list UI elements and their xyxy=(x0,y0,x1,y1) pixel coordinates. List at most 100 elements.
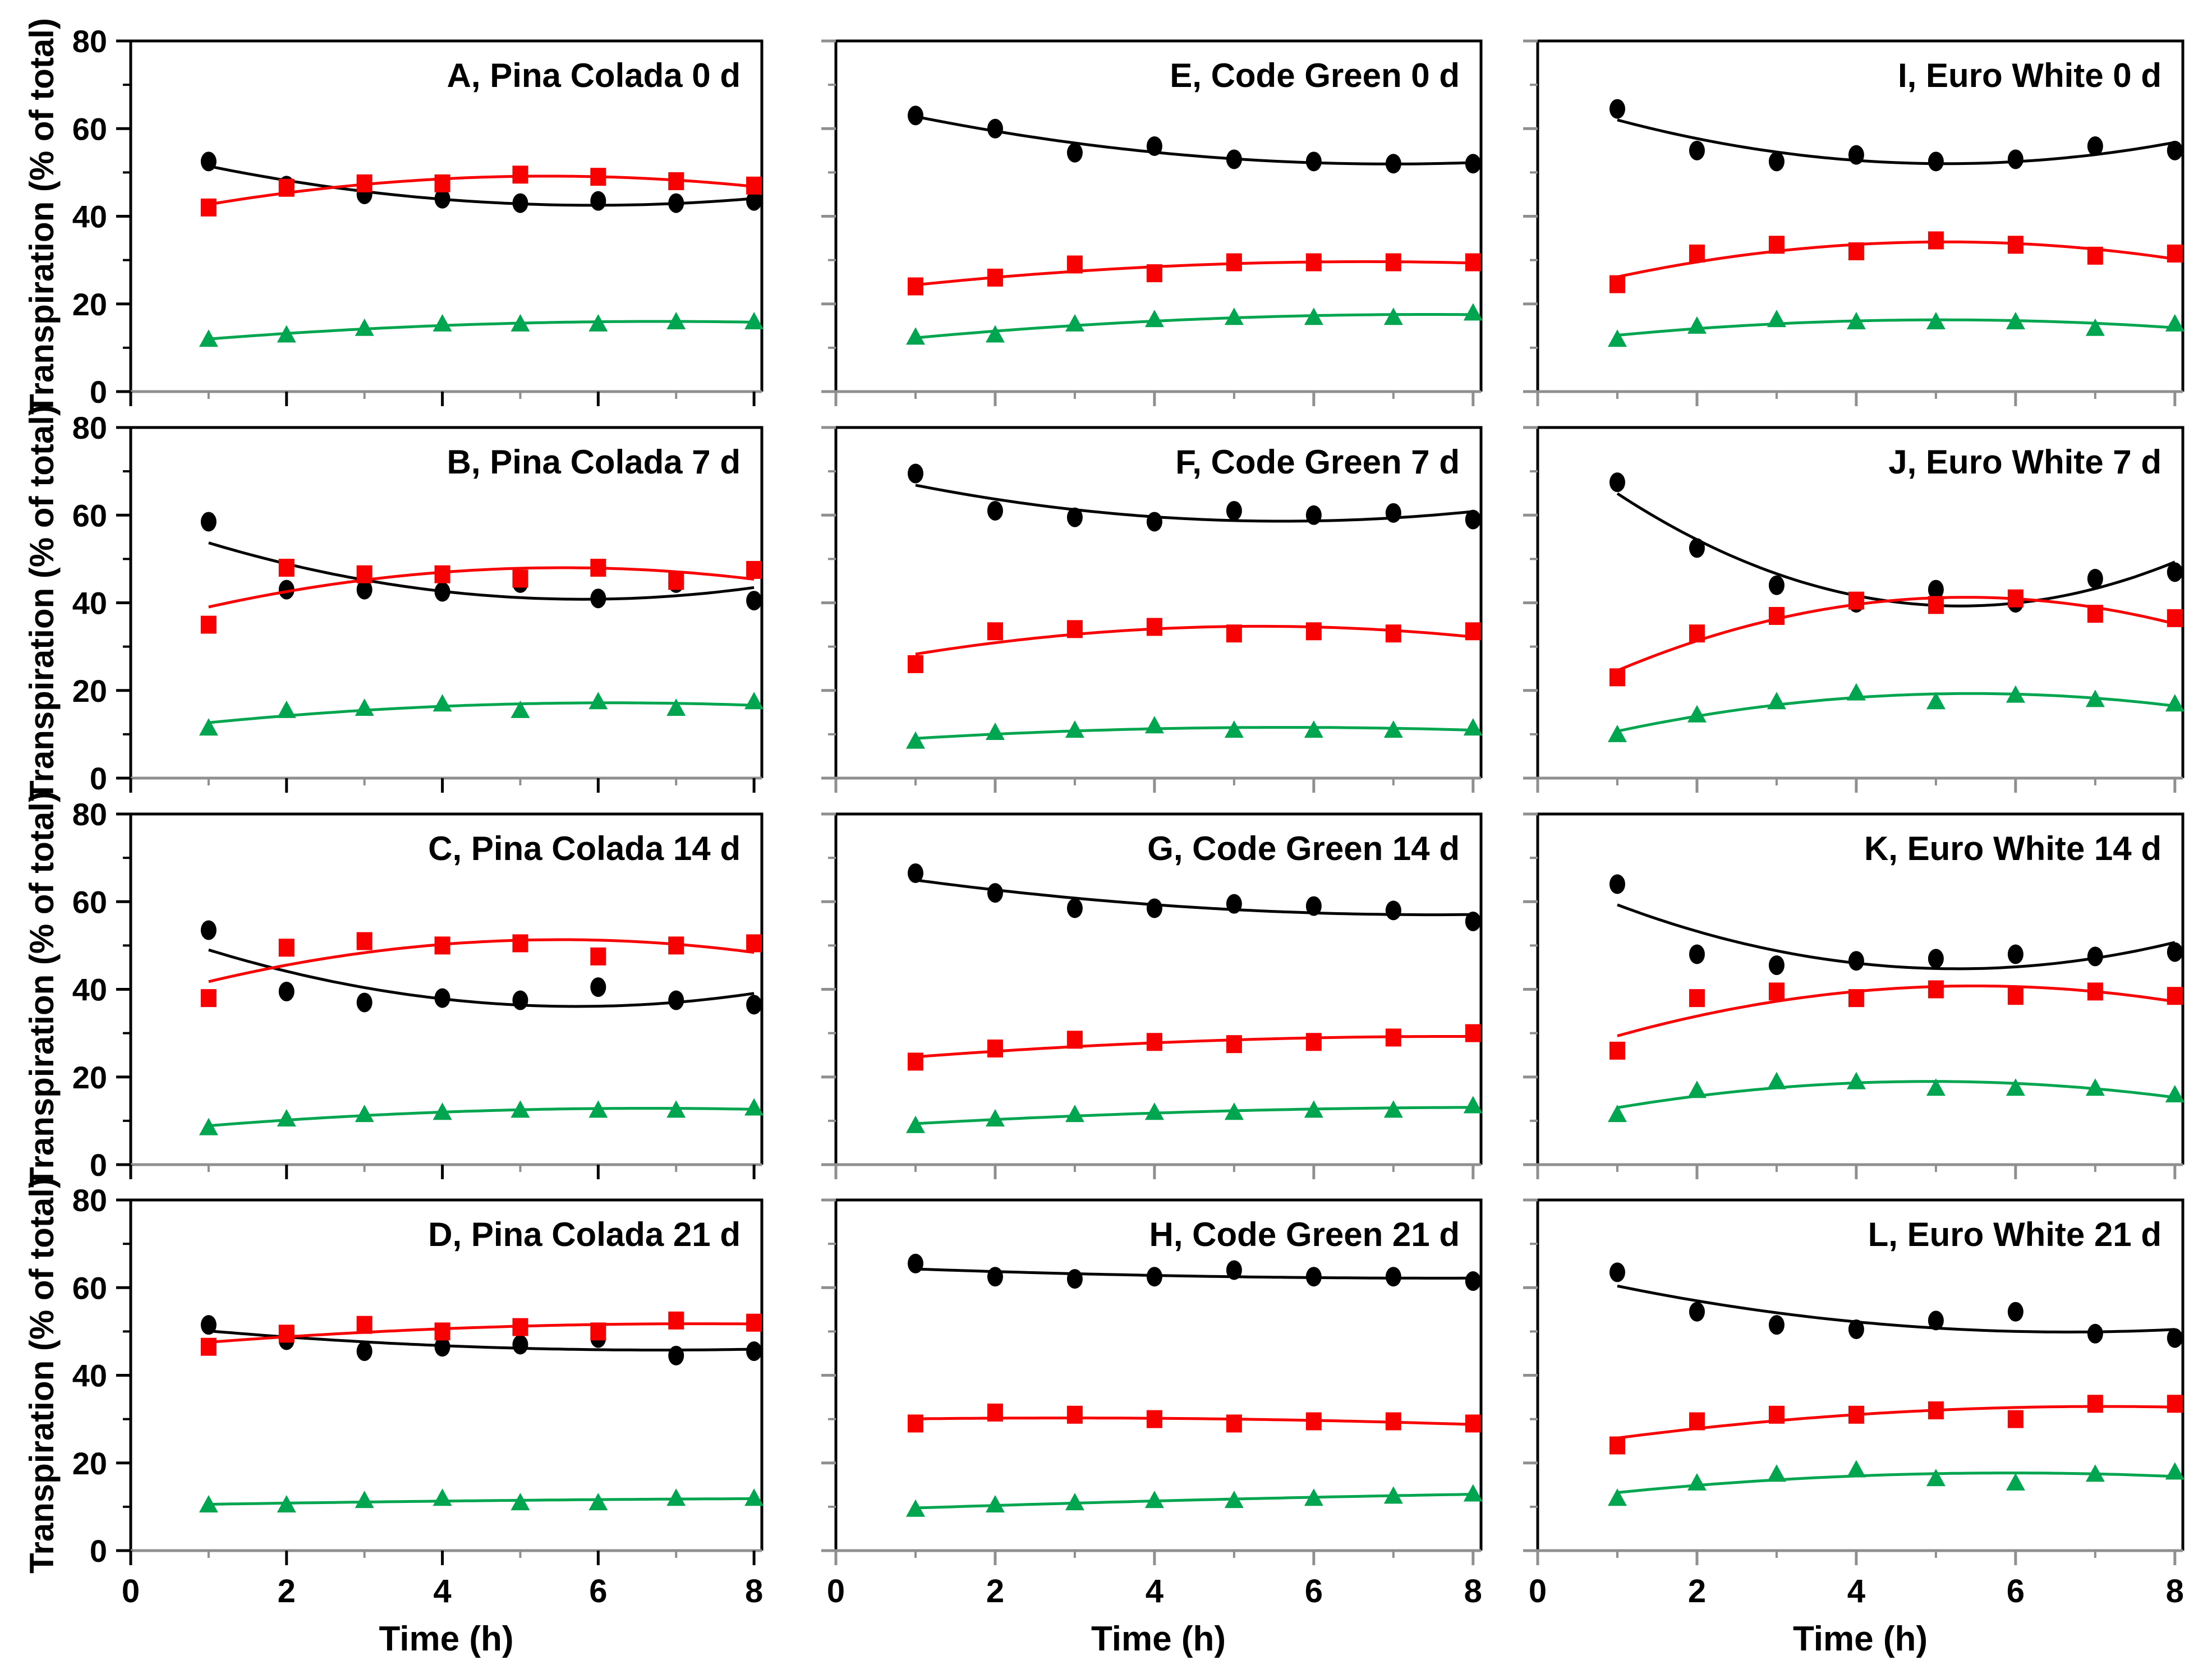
data-point-green-triangle xyxy=(1767,1072,1786,1089)
black-circle-fit-line xyxy=(208,164,755,207)
y-tick-label: 20 xyxy=(72,1060,107,1095)
y-tick-label: 40 xyxy=(72,586,107,621)
y-axis-label: Transpiration (% of total) xyxy=(23,1177,61,1574)
data-point-red-square xyxy=(1928,980,1944,999)
data-point-green-triangle xyxy=(1224,1491,1244,1509)
data-point-green-triangle xyxy=(1144,310,1164,328)
data-point-red-square xyxy=(200,989,217,1008)
black-circle-fit-line xyxy=(915,1267,1473,1280)
y-tick-label: 20 xyxy=(72,673,107,709)
data-point-black-circle xyxy=(746,995,762,1015)
black-circle-fit-line xyxy=(1617,1284,2175,1333)
x-tick-label: 8 xyxy=(2166,1573,2184,1610)
data-point-black-circle xyxy=(668,990,684,1010)
data-point-black-circle xyxy=(356,580,373,600)
data-point-green-triangle xyxy=(199,329,218,347)
panel-F: F, Code Green 7 d xyxy=(821,426,1483,793)
data-point-black-circle xyxy=(987,500,1003,521)
data-point-black-circle xyxy=(1768,955,1785,976)
data-point-green-triangle xyxy=(1224,307,1244,325)
data-point-black-circle xyxy=(1609,1262,1625,1282)
data-point-red-square xyxy=(434,1322,450,1341)
data-point-green-triangle xyxy=(588,1493,608,1511)
data-point-green-triangle xyxy=(666,698,686,716)
data-point-red-square xyxy=(1768,606,1785,625)
y-tick-label: 60 xyxy=(72,1270,107,1305)
data-point-red-square xyxy=(1226,624,1242,643)
data-point-red-square xyxy=(1609,1436,1625,1455)
data-point-green-triangle xyxy=(2006,1078,2025,1096)
data-point-black-circle xyxy=(512,990,528,1010)
y-tick-label: 0 xyxy=(90,761,107,796)
data-point-red-square xyxy=(987,1403,1003,1422)
data-point-green-triangle xyxy=(905,1499,925,1517)
black-circle-fit-line xyxy=(915,879,1473,917)
data-point-green-triangle xyxy=(1144,1491,1164,1509)
data-point-red-square xyxy=(512,934,528,953)
data-point-red-square xyxy=(1385,624,1401,643)
data-point-green-triangle xyxy=(355,318,374,336)
data-point-green-triangle xyxy=(744,692,764,710)
data-point-red-square xyxy=(2007,1410,2024,1428)
data-point-red-square xyxy=(2087,982,2103,1001)
red-square-fit-line xyxy=(1617,596,2176,672)
data-point-red-square xyxy=(434,174,450,192)
data-point-red-square xyxy=(1689,1412,1705,1431)
panel-L: 0 2 4 6 8 Time (h) L, Euro White 21 d xyxy=(1523,1198,2185,1658)
x-tick-label: 8 xyxy=(745,1573,763,1610)
data-point-red-square xyxy=(907,1414,923,1433)
data-point-red-square xyxy=(1768,236,1785,254)
data-point-red-square xyxy=(2087,1395,2103,1413)
data-point-red-square xyxy=(1226,1035,1242,1054)
data-point-black-circle xyxy=(907,463,923,484)
data-point-red-square xyxy=(746,176,762,195)
red-square-fit-line xyxy=(1617,985,2176,1037)
y-tick-label: 20 xyxy=(72,287,107,322)
data-point-green-triangle xyxy=(2085,318,2105,336)
data-point-red-square xyxy=(1465,1024,1481,1042)
data-point-red-square xyxy=(2087,605,2103,623)
green-triangle-fit-line xyxy=(1617,1080,2176,1109)
data-point-red-square xyxy=(746,560,762,579)
data-point-black-circle xyxy=(1465,1271,1481,1291)
y-tick-label: 60 xyxy=(72,498,107,533)
data-point-red-square xyxy=(1609,668,1625,687)
panel-E: E, Code Green 0 d xyxy=(821,39,1483,406)
red-square-fit-line xyxy=(915,624,1474,656)
data-point-black-circle xyxy=(668,193,684,213)
data-point-red-square xyxy=(907,655,923,673)
data-point-green-triangle xyxy=(2006,685,2025,703)
data-point-black-circle xyxy=(512,193,528,213)
data-point-black-circle xyxy=(1305,505,1322,525)
x-axis-label: Time (h) xyxy=(1793,1620,1928,1658)
data-point-red-square xyxy=(1226,253,1242,272)
data-point-red-square xyxy=(987,1039,1003,1057)
data-point-green-triangle xyxy=(277,325,296,343)
data-point-green-triangle xyxy=(1926,1078,1946,1096)
data-point-green-triangle xyxy=(1463,303,1483,321)
y-tick-label: 40 xyxy=(72,972,107,1008)
data-point-red-square xyxy=(1465,1414,1481,1433)
red-square-fit-line xyxy=(915,260,1473,287)
data-point-black-circle xyxy=(1465,911,1481,931)
data-point-red-square xyxy=(356,1316,373,1334)
x-tick-label: 4 xyxy=(1146,1573,1164,1610)
data-point-green-triangle xyxy=(511,1100,530,1118)
panel-K: K, Euro White 14 d xyxy=(1523,812,2185,1179)
data-point-green-triangle xyxy=(355,698,374,716)
data-point-green-triangle xyxy=(1846,312,1866,329)
data-point-green-triangle xyxy=(1383,307,1403,325)
data-point-black-circle xyxy=(1226,149,1242,169)
data-point-black-circle xyxy=(1146,136,1162,156)
data-point-black-circle xyxy=(2087,1323,2103,1344)
data-point-red-square xyxy=(2167,987,2183,1005)
data-point-black-circle xyxy=(1305,1267,1322,1287)
data-point-black-circle xyxy=(434,582,450,602)
data-point-red-square xyxy=(1066,1405,1083,1424)
black-circle-fit-line xyxy=(208,948,755,1008)
data-point-red-square xyxy=(2007,987,2024,1005)
y-tick-label: 0 xyxy=(90,1533,107,1569)
panel-title: H, Code Green 21 d xyxy=(1149,1216,1460,1253)
data-point-red-square xyxy=(746,934,762,953)
data-point-black-circle xyxy=(200,512,217,532)
